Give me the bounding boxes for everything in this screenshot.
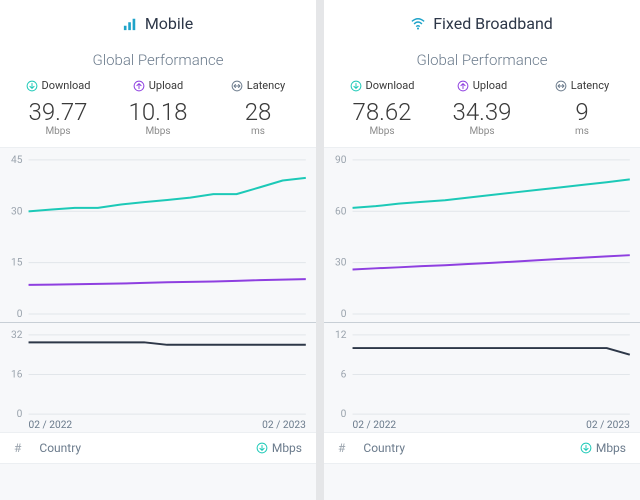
svg-text:6: 6: [341, 370, 347, 381]
svg-text:12: 12: [335, 330, 347, 341]
panel-footer: # Country Mbps: [324, 432, 640, 464]
svg-text:30: 30: [335, 258, 347, 269]
svg-text:16: 16: [11, 370, 23, 381]
panel-subtitle: Global Performance: [0, 45, 316, 77]
svg-text:0: 0: [341, 410, 347, 421]
footer-hash: #: [338, 441, 345, 455]
metric-label: Upload: [149, 79, 183, 92]
svg-text:60: 60: [335, 207, 347, 218]
download-icon: [26, 80, 38, 92]
svg-text:0: 0: [17, 309, 23, 320]
download-icon: [580, 442, 592, 454]
metric-unit: Mbps: [108, 126, 208, 137]
svg-text:02 / 2023: 02 / 2023: [586, 420, 630, 431]
upload-icon: [133, 80, 145, 92]
footer-country: Country: [363, 441, 579, 455]
metric-value: 9: [532, 98, 632, 127]
svg-text:32: 32: [11, 330, 23, 341]
footer-hash: #: [14, 441, 21, 455]
metric-unit: Mbps: [332, 126, 432, 137]
metric-label: Latency: [247, 79, 285, 92]
metric-value: 28: [208, 98, 308, 127]
metric-latency: Latency 28 ms: [208, 77, 308, 138]
footer-unit-text: Mbps: [272, 441, 302, 455]
series-download: [353, 180, 630, 208]
panel-title: Fixed Broadband: [411, 14, 553, 33]
series-latency: [29, 343, 306, 345]
wifi-icon: [411, 17, 425, 31]
metric-download: Download 78.62 Mbps: [332, 77, 432, 138]
svg-text:30: 30: [11, 207, 23, 218]
chart-latency: 0 16 32 02 / 2022 02 / 2023: [0, 322, 316, 432]
metric-unit: ms: [532, 126, 632, 137]
svg-text:45: 45: [11, 155, 23, 166]
metric-upload: Upload 10.18 Mbps: [108, 77, 208, 138]
panel-header: Mobile: [0, 0, 316, 45]
chart: 0 15 30 45: [0, 148, 316, 322]
metric-label: Download: [42, 79, 91, 92]
footer-country: Country: [39, 441, 255, 455]
metric-unit: Mbps: [8, 126, 108, 137]
metric-download: Download 39.77 Mbps: [8, 77, 108, 138]
series-upload: [29, 279, 306, 285]
metric-unit: Mbps: [432, 126, 532, 137]
cellular-icon: [123, 17, 137, 31]
svg-text:0: 0: [341, 309, 347, 320]
chart-speed: 0 30 60 90: [324, 147, 640, 322]
chart: 0 6 12 02 / 2022 02 / 2023: [324, 323, 640, 432]
panel-header: Fixed Broadband: [324, 0, 640, 45]
footer-unit: Mbps: [256, 441, 302, 455]
svg-text:0: 0: [17, 410, 23, 421]
metrics-row: Download 78.62 Mbps Upload 34.39 Mbps La…: [324, 77, 640, 148]
metric-label: Download: [366, 79, 415, 92]
upload-icon: [457, 80, 469, 92]
metric-unit: ms: [208, 126, 308, 137]
download-icon: [256, 442, 268, 454]
chart: 0 16 32 02 / 2022 02 / 2023: [0, 323, 316, 432]
metric-label: Latency: [571, 79, 609, 92]
series-download: [29, 178, 306, 212]
svg-text:02 / 2022: 02 / 2022: [353, 420, 397, 431]
metric-value: 34.39: [432, 98, 532, 127]
panel-footer: # Country Mbps: [0, 432, 316, 464]
svg-text:02 / 2022: 02 / 2022: [29, 420, 73, 431]
footer-unit-text: Mbps: [596, 441, 626, 455]
metric-value: 78.62: [332, 98, 432, 127]
panel-title-text: Fixed Broadband: [433, 14, 553, 33]
metric-latency: Latency 9 ms: [532, 77, 632, 138]
panel-subtitle: Global Performance: [324, 45, 640, 77]
latency-icon: [231, 80, 243, 92]
svg-text:02 / 2023: 02 / 2023: [262, 420, 306, 431]
download-icon: [350, 80, 362, 92]
metric-value: 39.77: [8, 98, 108, 127]
chart-latency: 0 6 12 02 / 2022 02 / 2023: [324, 322, 640, 432]
svg-text:15: 15: [11, 258, 23, 269]
panel-title: Mobile: [123, 14, 193, 33]
latency-icon: [555, 80, 567, 92]
metric-upload: Upload 34.39 Mbps: [432, 77, 532, 138]
metrics-row: Download 39.77 Mbps Upload 10.18 Mbps La…: [0, 77, 316, 148]
metric-value: 10.18: [108, 98, 208, 127]
chart: 0 30 60 90: [324, 148, 640, 322]
panel-mobile: Mobile Global Performance Download 39.77…: [0, 0, 316, 500]
svg-text:90: 90: [335, 155, 347, 166]
chart-speed: 0 15 30 45: [0, 147, 316, 322]
series-latency: [353, 348, 630, 355]
panel-title-text: Mobile: [145, 14, 193, 33]
footer-unit: Mbps: [580, 441, 626, 455]
panel-broadband: Fixed Broadband Global Performance Downl…: [324, 0, 640, 500]
metric-label: Upload: [473, 79, 507, 92]
